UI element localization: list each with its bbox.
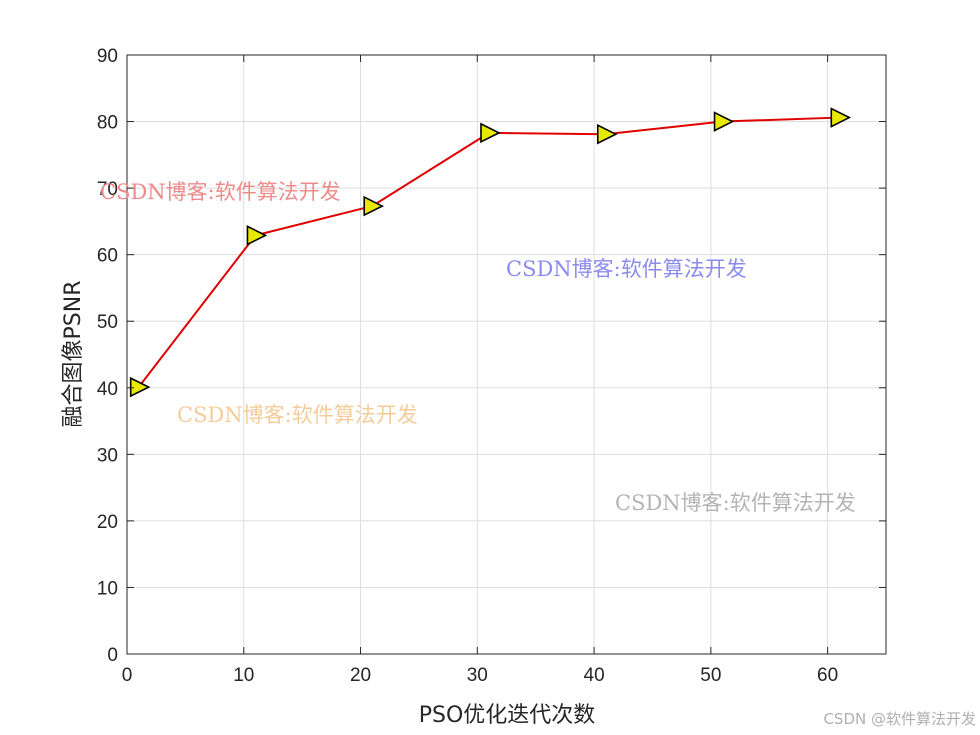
- data-point-marker: [830, 107, 852, 128]
- data-point-marker: [480, 122, 501, 144]
- footer-credit: CSDN @软件算法开发: [823, 710, 976, 728]
- watermark-red: CSDN博客:软件算法开发: [100, 180, 341, 204]
- data-point-marker: [713, 111, 735, 132]
- y-tick-label: 10: [97, 578, 118, 599]
- x-tick-label: 30: [467, 665, 488, 686]
- y-tick-label: 20: [97, 512, 118, 533]
- x-tick-label: 50: [700, 665, 721, 686]
- axes-box: [126, 54, 887, 655]
- x-tick-label: 0: [122, 665, 133, 686]
- watermark-gray: CSDN博客:软件算法开发: [615, 491, 856, 515]
- x-tick-label: 20: [350, 665, 371, 686]
- y-tick-label: 90: [97, 46, 118, 67]
- x-tick-label: 40: [584, 665, 605, 686]
- x-tick-label: 60: [817, 665, 838, 686]
- y-tick-label: 70: [97, 179, 118, 200]
- data-point-marker: [129, 376, 151, 398]
- y-tick-label: 60: [97, 246, 118, 267]
- grid: [126, 54, 886, 655]
- watermark-blue: CSDN博客:软件算法开发: [506, 257, 747, 281]
- y-tick-label: 0: [107, 645, 118, 666]
- data-point-marker: [363, 195, 385, 217]
- markers: [129, 107, 852, 398]
- watermark-orange: CSDN博客:软件算法开发: [177, 403, 418, 427]
- data-point-marker: [596, 123, 618, 145]
- x-axis-label: PSO优化迭代次数: [419, 703, 596, 728]
- y-tick-label: 50: [97, 312, 118, 333]
- y-axis-label: 融合图像PSNR: [61, 281, 86, 428]
- y-tick-label: 40: [97, 379, 118, 400]
- data-point-marker: [246, 225, 268, 246]
- tick-labels: 0 10 20 30 40 50 60 0 10 20 30 40 50 60 70 80 90: [97, 46, 838, 686]
- y-tick-label: 80: [97, 113, 118, 134]
- y-tick-label: 30: [97, 445, 118, 466]
- x-tick-label: 10: [233, 665, 254, 686]
- ticks: [126, 54, 886, 655]
